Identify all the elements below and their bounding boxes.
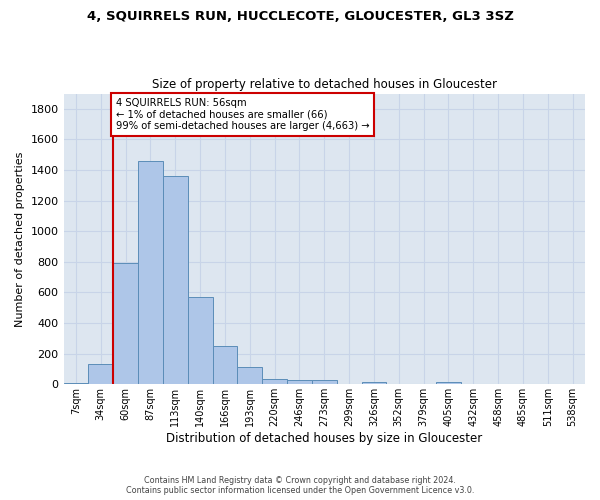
Bar xyxy=(212,346,238,385)
Bar xyxy=(138,161,163,384)
Y-axis label: Number of detached properties: Number of detached properties xyxy=(15,151,25,326)
Bar xyxy=(88,364,113,384)
Bar xyxy=(163,176,188,384)
Bar xyxy=(436,382,461,384)
Bar xyxy=(287,380,312,384)
Text: 4, SQUIRRELS RUN, HUCCLECOTE, GLOUCESTER, GL3 3SZ: 4, SQUIRRELS RUN, HUCCLECOTE, GLOUCESTER… xyxy=(86,10,514,23)
X-axis label: Distribution of detached houses by size in Gloucester: Distribution of detached houses by size … xyxy=(166,432,482,445)
Bar xyxy=(362,382,386,384)
Bar xyxy=(262,379,287,384)
Bar xyxy=(188,297,212,384)
Text: 4 SQUIRRELS RUN: 56sqm
← 1% of detached houses are smaller (66)
99% of semi-deta: 4 SQUIRRELS RUN: 56sqm ← 1% of detached … xyxy=(116,98,370,132)
Bar xyxy=(113,264,138,384)
Bar xyxy=(312,380,337,384)
Bar xyxy=(238,368,262,384)
Title: Size of property relative to detached houses in Gloucester: Size of property relative to detached ho… xyxy=(152,78,497,91)
Text: Contains HM Land Registry data © Crown copyright and database right 2024.
Contai: Contains HM Land Registry data © Crown c… xyxy=(126,476,474,495)
Bar xyxy=(64,383,88,384)
